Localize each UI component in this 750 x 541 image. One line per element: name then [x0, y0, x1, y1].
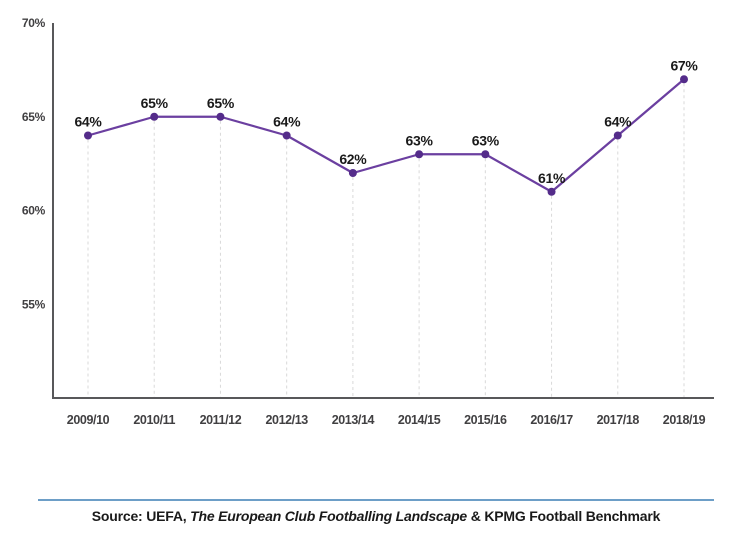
data-point-label: 65% [141, 95, 169, 111]
x-axis-label: 2012/13 [265, 413, 308, 427]
x-axis-label: 2010/11 [133, 413, 175, 427]
footer-divider-line [38, 499, 714, 501]
chart-line [87, 78, 685, 193]
y-axis-label: 70% [22, 16, 46, 30]
data-point-label: 61% [538, 170, 566, 186]
source-attribution: Source: UEFA, The European Club Football… [38, 508, 714, 524]
y-axis-label: 55% [22, 297, 46, 311]
data-point-label: 67% [670, 57, 698, 73]
data-point [216, 112, 225, 121]
data-point-label: 64% [273, 114, 301, 130]
x-axis-label: 2017/18 [597, 413, 640, 427]
data-point [680, 75, 688, 84]
x-axis-label: 2018/19 [663, 413, 706, 427]
line-chart: 55% 60% 65% 70% 2009/10 2010/11 2011/12 2012/13… [22, 16, 714, 427]
data-point-label: 63% [472, 132, 500, 148]
source-publication-title: The European Club Footballing Landscape [190, 508, 468, 524]
source-suffix: & KPMG Football Benchmark [467, 508, 661, 524]
data-point [415, 150, 424, 159]
data-point-label: 64% [74, 114, 102, 130]
y-axis-label: 65% [22, 110, 46, 124]
data-point-label: 65% [207, 95, 235, 111]
x-axis-label: 2016/17 [530, 413, 573, 427]
data-point [348, 169, 357, 177]
x-axis-label: 2015/16 [464, 413, 507, 427]
x-axis-label: 2013/14 [332, 413, 375, 427]
x-axis-label: 2009/10 [67, 413, 110, 427]
data-point-label: 63% [406, 132, 434, 148]
source-prefix: Source: UEFA, [91, 508, 191, 524]
data-point-label: 64% [604, 114, 632, 130]
x-axis-label: 2014/15 [398, 413, 441, 427]
data-point [282, 131, 291, 140]
data-point [481, 150, 490, 159]
data-point [84, 131, 92, 140]
data-point [613, 131, 622, 140]
data-point-label: 62% [339, 151, 367, 167]
data-point [150, 112, 159, 121]
x-axis-label: 2011/12 [200, 413, 242, 427]
y-axis-label: 60% [22, 204, 46, 218]
data-point [547, 187, 556, 196]
